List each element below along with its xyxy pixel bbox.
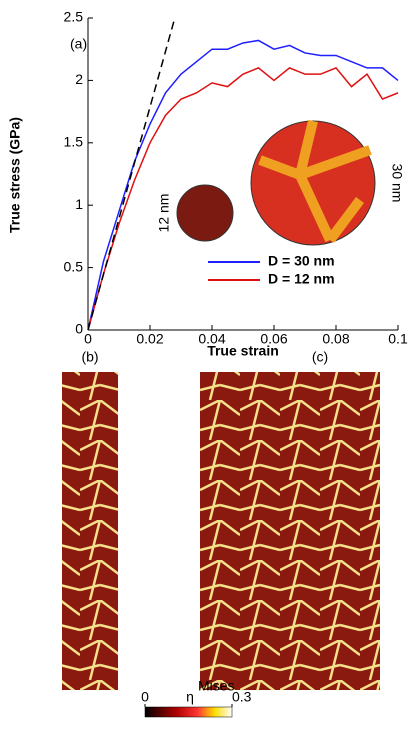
y-tick-label: 1 [75, 196, 83, 212]
y-axis-label: True stress (GPa) [7, 117, 23, 233]
x-tick-label: 0.1 [388, 331, 408, 347]
x-tick-label: 0.04 [198, 331, 225, 347]
x-tick-label: 0.06 [260, 331, 287, 347]
panel-label: (a) [70, 36, 87, 52]
colorbar [145, 707, 232, 717]
colorbar-tick-label: 0 [141, 689, 149, 705]
simulation-image [200, 372, 380, 690]
colorbar-label-sup: Mises [198, 678, 235, 694]
legend-label: D = 12 nm [268, 271, 335, 287]
inset-small [177, 185, 233, 241]
y-tick-label: 1.5 [64, 134, 84, 150]
inset-label: 12 nm [156, 194, 172, 233]
x-tick-label: 0.08 [322, 331, 349, 347]
panel-label: (b) [81, 349, 98, 365]
y-tick-label: 0 [75, 321, 83, 337]
inset-label: 30 nm [389, 164, 405, 203]
figure: (a) True strain True stress (GPa) 12 nm … [0, 0, 412, 737]
y-tick-label: 2 [75, 71, 83, 87]
panel-label: (c) [312, 349, 328, 365]
legend-label: D = 30 nm [268, 253, 335, 269]
colorbar-tick-label: 0.3 [232, 689, 252, 705]
simulation-image [62, 372, 118, 690]
x-tick-label: 0 [84, 331, 92, 347]
x-tick-label: 0.02 [136, 331, 163, 347]
y-tick-label: 0.5 [64, 258, 84, 274]
y-tick-label: 2.5 [64, 9, 84, 25]
colorbar-label: η [186, 689, 194, 705]
